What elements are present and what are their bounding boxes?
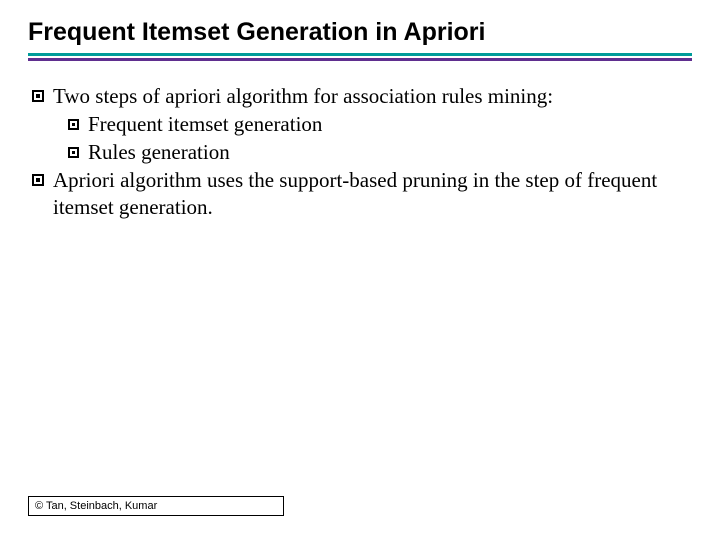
footer-credit: © Tan, Steinbach, Kumar bbox=[28, 496, 284, 516]
bullet-text: Apriori algorithm uses the support-based… bbox=[53, 167, 688, 221]
bullet-icon bbox=[32, 90, 44, 102]
bullet-icon bbox=[68, 119, 79, 130]
bullet-text: Rules generation bbox=[88, 139, 688, 166]
bullet-level1: Apriori algorithm uses the support-based… bbox=[32, 167, 688, 221]
rule-bottom bbox=[28, 58, 692, 61]
bullet-level2: Rules generation bbox=[68, 139, 688, 166]
slide-body: Two steps of apriori algorithm for assoc… bbox=[28, 83, 692, 220]
slide: Frequent Itemset Generation in Apriori T… bbox=[0, 0, 720, 540]
bullet-icon bbox=[32, 174, 44, 186]
bullet-level2: Frequent itemset generation bbox=[68, 111, 688, 138]
title-underline bbox=[28, 53, 692, 61]
slide-title: Frequent Itemset Generation in Apriori bbox=[28, 18, 692, 47]
bullet-level1: Two steps of apriori algorithm for assoc… bbox=[32, 83, 688, 110]
bullet-icon bbox=[68, 147, 79, 158]
bullet-text: Frequent itemset generation bbox=[88, 111, 688, 138]
bullet-text: Two steps of apriori algorithm for assoc… bbox=[53, 83, 688, 110]
